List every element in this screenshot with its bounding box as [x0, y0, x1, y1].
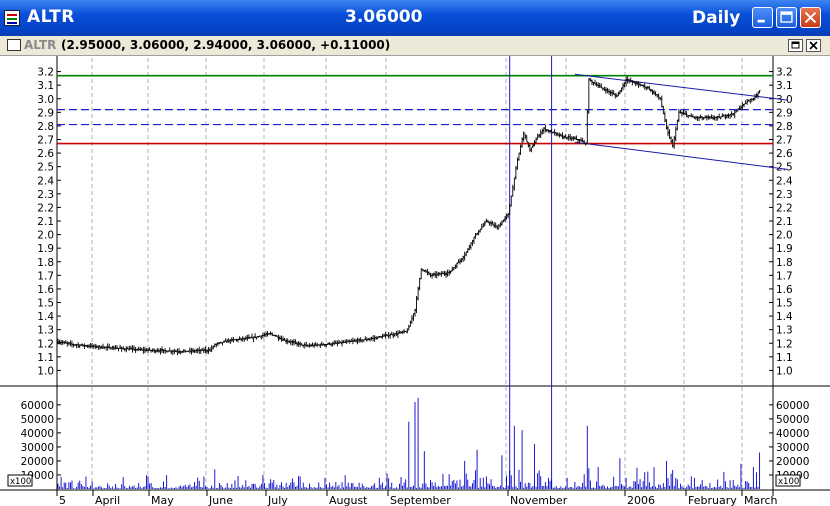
price-candles — [57, 76, 761, 356]
chart-window-icon[interactable] — [7, 39, 21, 51]
price-tick-label-right: 1.6 — [776, 284, 793, 296]
price-tick-label-left: 2.3 — [37, 189, 54, 201]
price-tick-label-left: 1.9 — [37, 243, 54, 255]
minimize-button[interactable] — [752, 7, 773, 28]
price-tick-label-right: 1.2 — [776, 338, 793, 350]
trend-line — [574, 73, 788, 101]
volume-tick-label-right: 40000 — [776, 428, 809, 440]
x-axis-label: February — [688, 494, 737, 506]
price-tick-label-left: 1.5 — [37, 298, 54, 310]
price-tick-label-right: 1.5 — [776, 298, 793, 310]
price-tick-label-right: 1.3 — [776, 325, 793, 337]
price-tick-label-left: 2.4 — [37, 175, 54, 187]
volume-tick-label-left: 30000 — [21, 442, 54, 454]
price-tick-label-right: 1.8 — [776, 257, 793, 269]
x-axis-label: August — [329, 494, 368, 506]
volume-bars — [57, 397, 761, 489]
price-tick-label-left: 1.6 — [37, 284, 54, 296]
volume-tick-label-right: 20000 — [776, 456, 809, 468]
window-last-price: 3.06000 — [345, 7, 423, 27]
price-tick-label-left: 1.1 — [37, 352, 54, 364]
volume-unit-box — [7, 474, 33, 487]
price-tick-label-left: 2.6 — [37, 148, 54, 160]
x-axis-label: May — [151, 494, 174, 506]
price-volume-chart[interactable]: 1.0 1.01.1 1.11.2 1.21.3 1.31.4 1.41.5 1.51.6 1… — [0, 56, 830, 506]
price-tick-label-right: 1.7 — [776, 270, 793, 282]
volume-tick-label-left: 60000 — [21, 400, 54, 412]
price-tick-label-left: 2.5 — [37, 162, 54, 174]
price-tick-label-right: 1.4 — [776, 311, 793, 323]
price-tick-label-left: 3.0 — [37, 94, 54, 106]
price-tick-label-right: 3.2 — [776, 67, 793, 79]
price-tick-label-left: 1.7 — [37, 270, 54, 282]
pane-restore-button[interactable] — [788, 39, 803, 52]
chart-subtitle-bar: ALTR (2.95000, 3.06000, 2.94000, 3.06000… — [0, 36, 830, 56]
restore-icon — [791, 41, 800, 49]
price-tick-label-left: 3.2 — [37, 67, 54, 79]
app-chart-icon[interactable] — [4, 10, 20, 26]
price-tick-label-left: 1.4 — [37, 311, 54, 323]
minimize-icon — [757, 19, 765, 23]
price-tick-label-left: 1.8 — [37, 257, 54, 269]
volume-unit-box — [775, 474, 801, 487]
price-tick-label-left: 1.0 — [37, 365, 54, 377]
price-tick-label-right: 2.2 — [776, 202, 793, 214]
pane-close-button[interactable] — [806, 39, 821, 52]
trend-line — [574, 141, 788, 170]
x-axis-label: 5 — [59, 494, 66, 506]
subtitle-symbol: ALTR — [24, 38, 57, 52]
window-period: Daily — [692, 8, 741, 28]
price-tick-label-left: 2.2 — [37, 202, 54, 214]
price-tick-label-right: 2.4 — [776, 175, 793, 187]
price-tick-label-left: 2.9 — [37, 107, 54, 119]
price-tick-label-right: 2.9 — [776, 107, 793, 119]
volume-tick-label-right: 60000 — [776, 400, 809, 412]
price-tick-label-right: 2.0 — [776, 230, 793, 242]
x-axis-label: April — [95, 494, 120, 506]
price-tick-label-left: 2.8 — [37, 121, 54, 133]
price-tick-label-right: 1.9 — [776, 243, 793, 255]
price-tick-label-right: 1.1 — [776, 352, 793, 364]
x-axis-label: July — [267, 494, 288, 506]
volume-tick-label-right: 50000 — [776, 414, 809, 426]
window-symbol: ALTR — [27, 7, 75, 27]
volume-tick-label-right: 30000 — [776, 442, 809, 454]
price-tick-label-left: 2.0 — [37, 230, 54, 242]
maximize-icon — [780, 11, 793, 23]
price-tick-label-right: 3.1 — [776, 80, 793, 92]
x-axis-label: 2006 — [627, 494, 655, 506]
price-tick-label-left: 3.1 — [37, 80, 54, 92]
price-tick-label-right: 2.1 — [776, 216, 793, 228]
close-icon — [809, 41, 818, 50]
price-tick-label-left: 2.1 — [37, 216, 54, 228]
price-tick-label-right: 2.3 — [776, 189, 793, 201]
window-title-bar[interactable]: ALTR 3.06000 Daily — [0, 0, 830, 36]
price-tick-label-right: 2.7 — [776, 135, 793, 147]
ohlc-readout: (2.95000, 3.06000, 2.94000, 3.06000, +0.… — [61, 38, 391, 52]
volume-tick-label-left: 20000 — [21, 456, 54, 468]
price-tick-label-left: 1.2 — [37, 338, 54, 350]
price-tick-label-left: 2.7 — [37, 135, 54, 147]
x-axis-label: September — [390, 494, 451, 506]
volume-tick-label-left: 40000 — [21, 428, 54, 440]
x-axis-label: March — [744, 494, 778, 506]
price-tick-label-right: 1.0 — [776, 365, 793, 377]
x-axis-label: November — [510, 494, 568, 506]
x-axis-label: June — [208, 494, 233, 506]
price-tick-label-right: 2.8 — [776, 121, 793, 133]
volume-unit-label: x100 — [778, 477, 799, 487]
price-tick-label-left: 1.3 — [37, 325, 54, 337]
price-tick-label-right: 2.5 — [776, 162, 793, 174]
close-icon — [804, 11, 817, 24]
close-button[interactable] — [800, 7, 821, 28]
maximize-button[interactable] — [776, 7, 797, 28]
volume-unit-label: x100 — [10, 477, 31, 487]
price-tick-label-right: 2.6 — [776, 148, 793, 160]
volume-tick-label-left: 50000 — [21, 414, 54, 426]
